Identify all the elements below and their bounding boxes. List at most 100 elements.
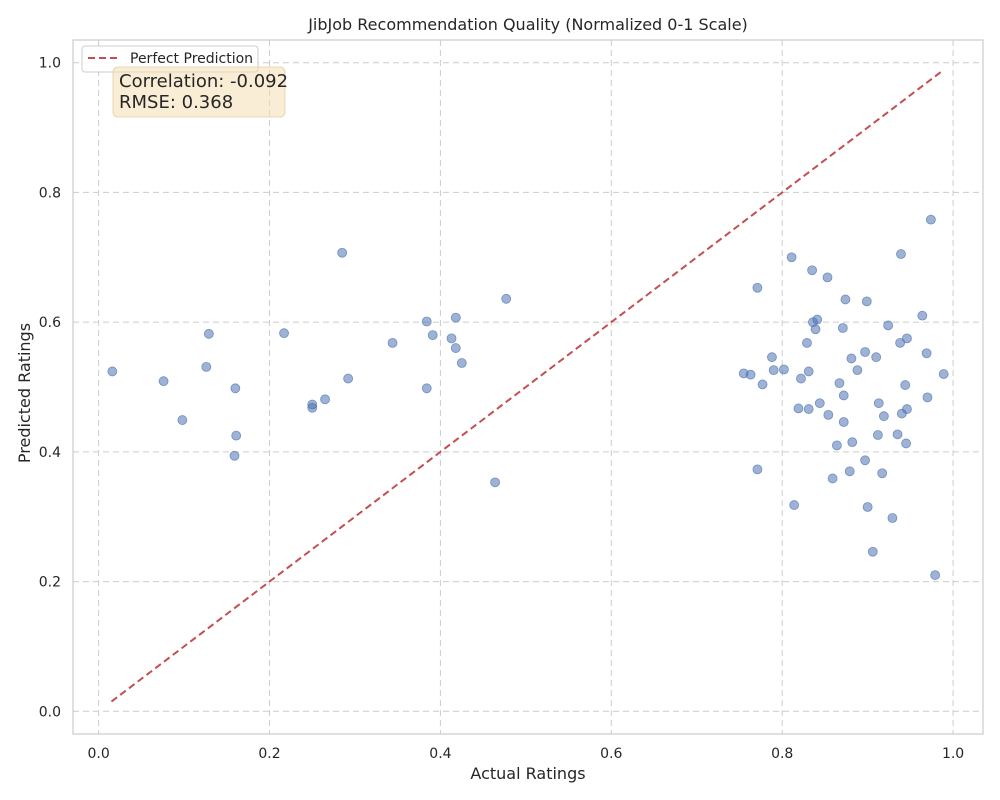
data-point (838, 417, 849, 427)
data-point (867, 546, 878, 557)
data-point (812, 314, 823, 325)
data-point (201, 361, 212, 372)
data-point (834, 378, 845, 389)
data-point (446, 333, 457, 344)
data-point (862, 502, 873, 512)
x-tick-label: 0.0 (88, 746, 110, 762)
y-tick-label: 1.0 (39, 56, 61, 72)
data-point (279, 328, 289, 339)
data-point (107, 366, 118, 377)
data-point (921, 348, 932, 359)
data-point (450, 312, 461, 323)
y-tick-label: 0.8 (39, 185, 61, 201)
data-point (873, 430, 883, 440)
x-axis-label: Actual Ratings (470, 764, 585, 783)
data-point (231, 430, 242, 441)
data-point (767, 352, 777, 363)
data-point (752, 464, 763, 475)
data-point (922, 392, 933, 403)
data-point (895, 337, 906, 348)
data-point (810, 324, 821, 335)
stats-annotation: Correlation: -0.092 RMSE: 0.368 (112, 66, 288, 118)
data-point (822, 272, 833, 283)
data-point (871, 352, 882, 363)
data-point (343, 373, 354, 384)
correlation-text: Correlation: -0.092 (119, 71, 288, 92)
y-tick-label: 0.4 (39, 445, 61, 461)
data-point (501, 293, 512, 304)
data-point (796, 373, 806, 384)
data-point (852, 365, 863, 376)
y-tick-label: 0.0 (39, 704, 61, 720)
data-point (320, 394, 330, 405)
data-point (878, 411, 889, 422)
data-point (793, 403, 804, 414)
rmse-text: RMSE: 0.368 (119, 92, 233, 113)
data-point (757, 379, 768, 390)
stats-annotation-box (112, 66, 286, 118)
data-point (177, 415, 188, 425)
data-point (779, 364, 789, 375)
data-point (814, 398, 825, 409)
plot-frame (72, 39, 984, 735)
data-point (789, 500, 800, 510)
data-point (892, 429, 903, 440)
data-point (823, 409, 834, 420)
y-axis-label: Predicted Ratings (15, 323, 34, 463)
perfect-prediction-line (110, 70, 943, 703)
data-point (840, 294, 851, 305)
x-tick-label: 0.2 (258, 746, 280, 762)
x-tick-label: 1.0 (942, 746, 964, 762)
data-point (847, 437, 858, 448)
data-point (838, 390, 849, 401)
data-point (786, 252, 797, 263)
data-point (887, 513, 898, 523)
data-point (427, 330, 438, 341)
chart-title: JibJob Recommendation Quality (Normalize… (307, 15, 748, 34)
data-point (846, 353, 857, 364)
data-point (831, 440, 842, 451)
data-point (421, 383, 432, 394)
data-point (229, 450, 240, 461)
data-point (925, 214, 936, 225)
data-point (873, 398, 884, 409)
x-axis-ticks: 0.0 0.2 0.4 0.6 0.8 1.0 (88, 746, 965, 762)
data-point (844, 466, 855, 477)
data-point (752, 282, 763, 293)
data-point (902, 333, 912, 344)
data-point (877, 468, 888, 479)
x-tick-label: 0.4 (429, 746, 451, 762)
data-point (917, 310, 928, 321)
x-tick-label: 0.6 (600, 746, 622, 762)
reference-line-layer (110, 70, 943, 703)
data-point (158, 376, 169, 387)
data-point (337, 247, 348, 258)
data-point (803, 366, 814, 377)
data-point (307, 402, 318, 413)
data-point (900, 380, 911, 390)
data-point (901, 438, 911, 449)
y-tick-label: 0.2 (39, 575, 61, 591)
data-point (230, 383, 241, 394)
data-point (883, 320, 894, 331)
data-point (387, 337, 398, 348)
data-point (421, 316, 432, 327)
legend: Perfect Prediction (81, 45, 259, 73)
data-point (450, 343, 461, 353)
data-point (745, 369, 756, 380)
data-point (456, 358, 467, 368)
data-point (802, 337, 812, 348)
data-point (860, 455, 870, 466)
y-tick-label: 0.6 (39, 315, 61, 331)
data-point (860, 347, 870, 357)
data-point (768, 365, 779, 376)
data-point (902, 404, 912, 414)
data-point (938, 369, 949, 379)
data-point (930, 570, 941, 580)
data-point (490, 477, 501, 488)
data-point (803, 404, 814, 414)
data-point (837, 323, 848, 333)
data-point (896, 249, 906, 259)
